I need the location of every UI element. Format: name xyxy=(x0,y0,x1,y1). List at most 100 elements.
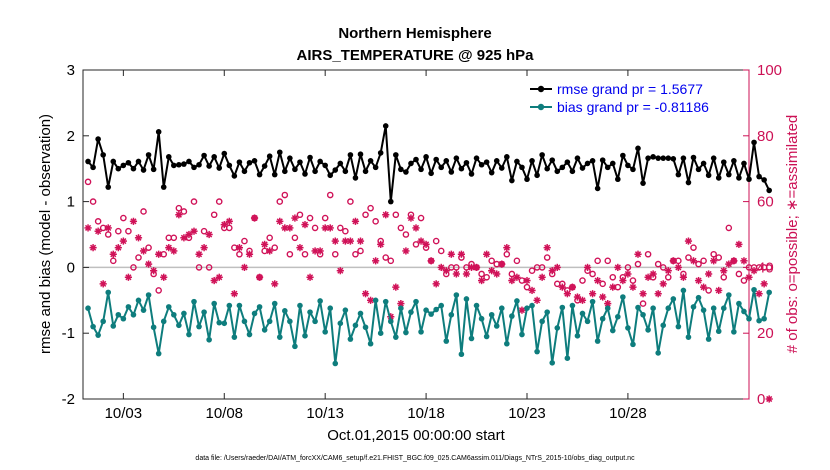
series-layer xyxy=(84,123,773,403)
bias-point xyxy=(766,289,772,296)
bias-point xyxy=(403,329,409,336)
x-axis: 10/03 10/08 10/13 10/18 10/23 10/28 xyxy=(105,70,647,422)
rmse-point xyxy=(655,155,661,161)
bias-point xyxy=(171,311,177,318)
rmse-point xyxy=(266,153,273,159)
assimilated-point xyxy=(498,260,506,268)
possible-point xyxy=(629,277,637,284)
bias-point xyxy=(312,318,318,325)
bias-point xyxy=(609,327,616,334)
assimilated-point xyxy=(417,237,425,245)
assimilated-point xyxy=(452,270,460,278)
assimilated-point xyxy=(477,276,486,285)
assimilated-point xyxy=(94,227,102,235)
bias-point xyxy=(342,307,349,313)
x-axis-label: Oct.01,2015 00:00:00 start xyxy=(327,427,505,444)
bias-point xyxy=(181,310,187,317)
rmse-point xyxy=(362,168,369,175)
possible-point xyxy=(120,214,127,222)
assimilated-point xyxy=(377,240,385,248)
possible-point xyxy=(735,270,743,278)
y-left-tick-label: 2 xyxy=(67,128,75,145)
rmse-point xyxy=(685,179,692,186)
possible-point xyxy=(281,191,289,199)
bias-point xyxy=(625,325,631,331)
possible-point xyxy=(200,227,208,235)
y-right-tick-label: 20 xyxy=(757,325,774,342)
rmse-point xyxy=(271,171,278,178)
bias-point xyxy=(271,300,278,307)
rmse-point xyxy=(337,160,344,167)
rmse-point xyxy=(287,155,293,161)
rmse-point xyxy=(408,160,414,167)
assimilated-point xyxy=(89,244,97,252)
rmse-point xyxy=(135,158,142,165)
assimilated-point xyxy=(488,267,496,275)
bias-point xyxy=(261,327,268,333)
bias-point xyxy=(524,305,530,311)
bias-point xyxy=(95,332,101,338)
rmse-point xyxy=(90,164,96,171)
rmse-point xyxy=(292,166,298,173)
assimilated-point xyxy=(664,267,672,275)
possible-point xyxy=(483,273,490,281)
possible-point xyxy=(352,250,359,258)
rmse-point xyxy=(609,160,616,167)
bias-point xyxy=(246,331,253,338)
possible-point xyxy=(337,224,344,232)
assimilated-point xyxy=(215,273,223,281)
assimilated-point xyxy=(124,273,133,281)
rmse-point xyxy=(95,136,101,142)
x-tick-label: 10/03 xyxy=(105,405,143,422)
bias-point xyxy=(488,311,495,318)
rmse-point xyxy=(322,162,328,169)
rmse-point xyxy=(599,157,606,163)
rmse-point xyxy=(625,162,631,169)
rmse-point xyxy=(584,160,591,167)
possible-point xyxy=(362,211,369,219)
assimilated-point xyxy=(185,230,193,239)
assimilated-point xyxy=(523,276,531,285)
rmse-point xyxy=(458,165,465,172)
bias-point xyxy=(387,318,394,325)
possible-point xyxy=(291,234,299,242)
bias-point xyxy=(241,318,248,325)
y-right-tick-label: 80 xyxy=(757,128,774,145)
bias-point xyxy=(413,298,419,305)
rmse-point xyxy=(766,187,772,194)
bias-point xyxy=(589,298,596,305)
bias-point xyxy=(726,292,732,298)
possible-point xyxy=(685,254,692,261)
possible-point xyxy=(432,237,440,245)
possible-point xyxy=(241,237,248,245)
bias-point xyxy=(372,297,379,304)
assimilated-point xyxy=(235,244,244,252)
assimilated-point xyxy=(634,250,642,258)
assimilated-point xyxy=(447,250,455,258)
possible-point xyxy=(175,204,183,212)
possible-point xyxy=(715,254,723,261)
possible-point xyxy=(311,224,319,232)
x-tick-label: 10/18 xyxy=(407,405,445,422)
assimilated-point xyxy=(422,240,430,248)
assimilated-point xyxy=(134,234,143,242)
possible-point xyxy=(705,287,712,294)
assimilated-point xyxy=(735,240,743,248)
rmse-point xyxy=(236,159,243,165)
assimilated-point xyxy=(614,263,622,271)
possible-point xyxy=(488,257,495,265)
possible-point xyxy=(700,257,707,265)
bias-point xyxy=(332,360,339,367)
possible-point xyxy=(417,214,425,222)
assimilated-point xyxy=(619,276,627,285)
rmse-point xyxy=(85,158,91,165)
assimilated-point xyxy=(513,273,521,281)
assimilated-point xyxy=(462,270,471,278)
rmse-point xyxy=(640,180,646,186)
bias-point xyxy=(443,338,450,344)
rmse-point xyxy=(246,159,253,166)
rmse-point xyxy=(463,159,470,166)
possible-point xyxy=(155,287,162,294)
bias-point xyxy=(700,307,707,313)
bias-point xyxy=(327,305,334,311)
